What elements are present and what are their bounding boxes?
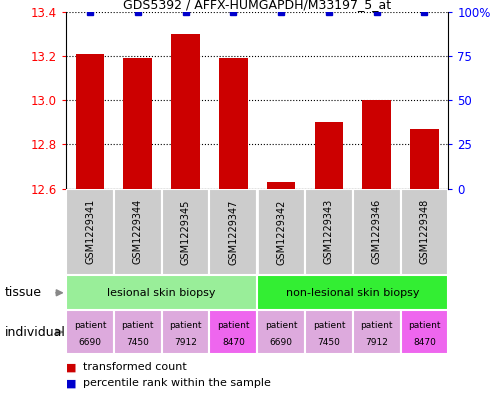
Bar	[267, 182, 295, 189]
Bar	[114, 189, 162, 275]
Text: patient: patient	[217, 321, 249, 330]
Bar	[401, 310, 448, 354]
Text: GSM1229347: GSM1229347	[228, 199, 238, 264]
Text: patient: patient	[361, 321, 393, 330]
Text: GSM1229341: GSM1229341	[85, 199, 95, 264]
Text: non-lesional skin biopsy: non-lesional skin biopsy	[286, 288, 419, 298]
Text: patient: patient	[265, 321, 297, 330]
Bar	[123, 58, 152, 189]
Title: GDS5392 / AFFX-HUMGAPDH/M33197_5_at: GDS5392 / AFFX-HUMGAPDH/M33197_5_at	[123, 0, 392, 11]
Text: patient: patient	[122, 321, 154, 330]
Text: ■: ■	[66, 362, 76, 373]
Bar	[210, 189, 257, 275]
Text: 8470: 8470	[222, 338, 245, 347]
Text: GSM1229345: GSM1229345	[181, 199, 191, 264]
Bar	[114, 310, 162, 354]
Bar	[353, 310, 401, 354]
Text: patient: patient	[74, 321, 106, 330]
Bar	[210, 310, 257, 354]
Bar	[305, 310, 353, 354]
Text: 7450: 7450	[318, 338, 341, 347]
Text: patient: patient	[170, 321, 202, 330]
Text: GSM1229342: GSM1229342	[276, 199, 286, 264]
Bar	[75, 54, 104, 189]
Bar	[363, 100, 391, 189]
Bar	[353, 189, 401, 275]
Text: lesional skin biopsy: lesional skin biopsy	[107, 288, 216, 298]
Text: GSM1229344: GSM1229344	[133, 199, 143, 264]
Text: percentile rank within the sample: percentile rank within the sample	[83, 378, 271, 388]
Bar	[162, 189, 210, 275]
Bar	[66, 275, 257, 310]
Bar	[410, 129, 439, 189]
Text: individual: individual	[5, 325, 66, 339]
Bar	[257, 189, 305, 275]
Text: GSM1229343: GSM1229343	[324, 199, 334, 264]
Text: 6690: 6690	[270, 338, 293, 347]
Bar	[315, 122, 343, 189]
Text: 7912: 7912	[174, 338, 197, 347]
Text: 6690: 6690	[78, 338, 101, 347]
Text: 7912: 7912	[365, 338, 388, 347]
Text: 8470: 8470	[413, 338, 436, 347]
Text: patient: patient	[313, 321, 345, 330]
Text: tissue: tissue	[5, 286, 42, 299]
Text: transformed count: transformed count	[83, 362, 187, 373]
Bar	[219, 58, 248, 189]
Bar	[162, 310, 210, 354]
Bar	[305, 189, 353, 275]
Text: patient: patient	[408, 321, 441, 330]
Text: GSM1229346: GSM1229346	[372, 199, 382, 264]
Bar	[171, 34, 200, 189]
Text: GSM1229348: GSM1229348	[419, 199, 429, 264]
Bar	[257, 275, 448, 310]
Text: ■: ■	[66, 378, 76, 388]
Bar	[66, 189, 114, 275]
Bar	[257, 310, 305, 354]
Text: 7450: 7450	[126, 338, 149, 347]
Bar	[401, 189, 448, 275]
Bar	[66, 310, 114, 354]
